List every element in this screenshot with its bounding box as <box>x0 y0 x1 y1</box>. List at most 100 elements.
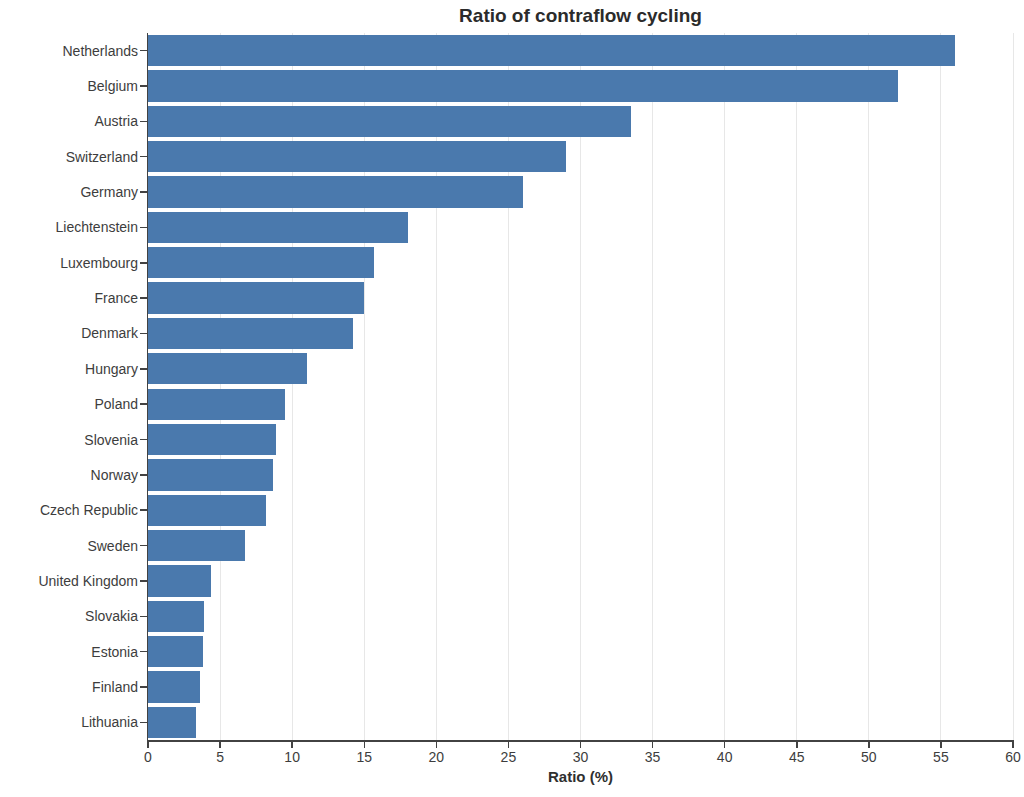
y-tick-label-finland: Finland <box>0 678 138 696</box>
x-tick-mark-50 <box>868 741 870 748</box>
x-tick-label-55: 55 <box>921 749 961 765</box>
y-tick-label-slovakia: Slovakia <box>0 607 138 625</box>
y-tick-mark-liechtenstein <box>140 227 147 229</box>
bar-denmark <box>148 318 353 349</box>
bar-united-kingdom <box>148 565 211 596</box>
y-tick-label-united-kingdom: United Kingdom <box>0 572 138 590</box>
bar-sweden <box>148 530 245 561</box>
bar-belgium <box>148 70 898 101</box>
x-tick-label-25: 25 <box>488 749 528 765</box>
gridline-x-30 <box>580 33 581 740</box>
bar-hungary <box>148 353 307 384</box>
y-tick-mark-denmark <box>140 333 147 335</box>
bar-czech-republic <box>148 495 266 526</box>
y-tick-mark-estonia <box>140 651 147 653</box>
bar-netherlands <box>148 35 955 66</box>
y-tick-mark-hungary <box>140 368 147 370</box>
y-tick-label-czech-republic: Czech Republic <box>0 501 138 519</box>
bar-slovenia <box>148 424 276 455</box>
x-tick-label-5: 5 <box>200 749 240 765</box>
x-tick-label-60: 60 <box>993 749 1024 765</box>
gridline-x-25 <box>508 33 509 740</box>
x-tick-label-30: 30 <box>561 749 601 765</box>
y-tick-label-hungary: Hungary <box>0 360 138 378</box>
gridline-x-45 <box>796 33 797 740</box>
x-tick-label-20: 20 <box>416 749 456 765</box>
gridline-x-40 <box>724 33 725 740</box>
x-tick-label-50: 50 <box>849 749 889 765</box>
x-tick-mark-0 <box>147 741 149 748</box>
bar-luxembourg <box>148 247 374 278</box>
y-tick-label-lithuania: Lithuania <box>0 713 138 731</box>
y-tick-mark-switzerland <box>140 156 147 158</box>
gridline-x-10 <box>292 33 293 740</box>
gridline-x-5 <box>220 33 221 740</box>
y-tick-label-austria: Austria <box>0 112 138 130</box>
chart-title: Ratio of contraflow cycling <box>148 5 1013 31</box>
x-tick-mark-55 <box>940 741 942 748</box>
y-tick-mark-germany <box>140 191 147 193</box>
x-axis-title: Ratio (%) <box>148 768 1013 785</box>
gridline-x-35 <box>652 33 653 740</box>
plot-area <box>148 33 1013 740</box>
contraflow-cycling-bar-chart: Ratio of contraflow cycling Netherlands B… <box>0 0 1024 797</box>
x-tick-mark-25 <box>508 741 510 748</box>
y-tick-label-norway: Norway <box>0 466 138 484</box>
bar-poland <box>148 389 285 420</box>
y-tick-mark-norway <box>140 474 147 476</box>
y-tick-mark-slovakia <box>140 616 147 618</box>
y-tick-label-slovenia: Slovenia <box>0 431 138 449</box>
bar-austria <box>148 106 631 137</box>
y-tick-label-germany: Germany <box>0 183 138 201</box>
y-tick-mark-lithuania <box>140 722 147 724</box>
x-tick-label-10: 10 <box>272 749 312 765</box>
y-tick-label-netherlands: Netherlands <box>0 42 138 60</box>
y-tick-label-estonia: Estonia <box>0 643 138 661</box>
gridline-x-55 <box>940 33 941 740</box>
y-tick-mark-luxembourg <box>140 262 147 264</box>
gridline-x-50 <box>868 33 869 740</box>
y-tick-mark-czech-republic <box>140 509 147 511</box>
y-axis-line <box>147 33 149 741</box>
x-tick-mark-35 <box>652 741 654 748</box>
y-tick-label-liechtenstein: Liechtenstein <box>0 218 138 236</box>
y-tick-label-poland: Poland <box>0 395 138 413</box>
x-tick-label-40: 40 <box>705 749 745 765</box>
y-tick-mark-united-kingdom <box>140 580 147 582</box>
x-tick-label-15: 15 <box>344 749 384 765</box>
bar-slovakia <box>148 601 204 632</box>
y-tick-mark-finland <box>140 686 147 688</box>
x-tick-mark-10 <box>291 741 293 748</box>
x-tick-mark-45 <box>796 741 798 748</box>
bar-france <box>148 282 364 313</box>
bar-liechtenstein <box>148 212 408 243</box>
gridline-x-15 <box>364 33 365 740</box>
y-tick-mark-belgium <box>140 85 147 87</box>
y-tick-mark-austria <box>140 121 147 123</box>
bar-switzerland <box>148 141 566 172</box>
x-tick-mark-40 <box>724 741 726 748</box>
y-tick-mark-poland <box>140 403 147 405</box>
y-tick-mark-slovenia <box>140 439 147 441</box>
y-tick-mark-sweden <box>140 545 147 547</box>
gridline-x-60 <box>1013 33 1014 740</box>
x-tick-label-0: 0 <box>128 749 168 765</box>
x-tick-mark-60 <box>1012 741 1014 748</box>
x-tick-label-45: 45 <box>777 749 817 765</box>
x-tick-label-35: 35 <box>633 749 673 765</box>
y-tick-label-switzerland: Switzerland <box>0 148 138 166</box>
bar-lithuania <box>148 707 196 738</box>
y-tick-label-belgium: Belgium <box>0 77 138 95</box>
y-tick-label-denmark: Denmark <box>0 324 138 342</box>
y-tick-label-luxembourg: Luxembourg <box>0 254 138 272</box>
bar-norway <box>148 459 273 490</box>
y-tick-mark-netherlands <box>140 50 147 52</box>
x-tick-mark-30 <box>580 741 582 748</box>
y-tick-label-france: France <box>0 289 138 307</box>
bar-estonia <box>148 636 203 667</box>
y-tick-mark-france <box>140 297 147 299</box>
x-tick-mark-15 <box>364 741 366 748</box>
x-tick-mark-5 <box>219 741 221 748</box>
gridline-x-20 <box>436 33 437 740</box>
y-tick-label-sweden: Sweden <box>0 537 138 555</box>
